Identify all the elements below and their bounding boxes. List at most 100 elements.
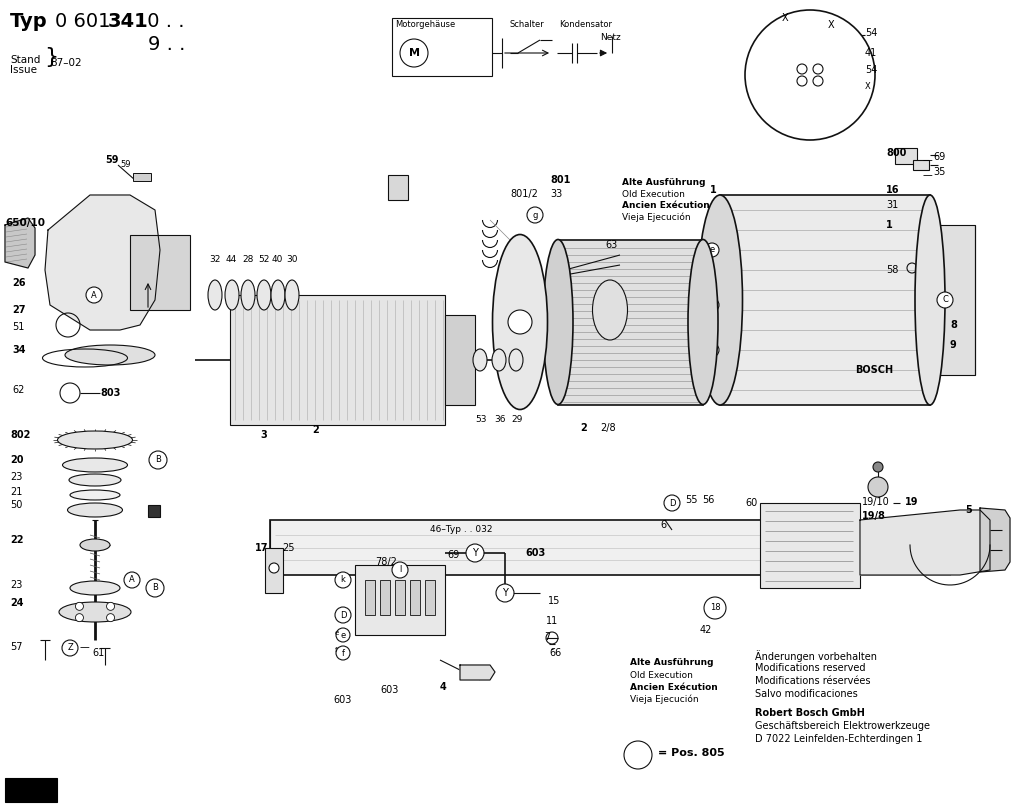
Bar (5, 778, 57, 802)
Text: Y: Y (472, 548, 477, 558)
Ellipse shape (593, 280, 628, 340)
Text: Ancien Exécution: Ancien Exécution (630, 683, 718, 692)
Bar (380, 580, 390, 615)
Ellipse shape (241, 280, 255, 310)
Text: 87–02: 87–02 (50, 58, 81, 68)
Text: Old Execution: Old Execution (622, 190, 685, 199)
Text: 20: 20 (10, 455, 24, 465)
Text: D: D (669, 499, 675, 507)
Text: Typ: Typ (10, 12, 47, 31)
Text: 56: 56 (702, 495, 714, 505)
Bar (388, 175, 409, 200)
Ellipse shape (225, 280, 239, 310)
Text: Z: Z (67, 643, 73, 653)
Text: Schalter: Schalter (510, 20, 544, 29)
Ellipse shape (58, 431, 133, 449)
Text: 52: 52 (258, 255, 270, 264)
Text: D: D (340, 611, 346, 620)
Text: 26: 26 (12, 278, 26, 288)
Text: 23: 23 (10, 580, 23, 590)
Ellipse shape (492, 349, 506, 371)
Text: 802: 802 (10, 430, 31, 440)
Text: l: l (399, 566, 401, 574)
Text: 57: 57 (10, 642, 23, 652)
Text: M: M (409, 48, 420, 58)
Text: 69: 69 (447, 550, 459, 560)
Text: 28: 28 (242, 255, 253, 264)
Text: e: e (709, 246, 714, 255)
Circle shape (797, 76, 807, 86)
Circle shape (400, 39, 428, 67)
Text: 33: 33 (549, 189, 562, 199)
Text: 803: 803 (100, 388, 120, 398)
Text: 801/2: 801/2 (510, 189, 538, 199)
Circle shape (75, 602, 83, 610)
Text: 29: 29 (511, 415, 523, 424)
Bar (230, 295, 445, 425)
Text: 800: 800 (886, 148, 907, 158)
Text: Vieja Ejecución: Vieja Ejecución (630, 695, 699, 705)
Text: e: e (341, 630, 346, 639)
Text: 22: 22 (10, 535, 24, 545)
Circle shape (336, 628, 350, 642)
Text: Motorgehäuse: Motorgehäuse (395, 20, 455, 29)
Circle shape (269, 563, 279, 573)
Circle shape (868, 477, 888, 497)
Bar (410, 580, 420, 615)
Text: 59: 59 (120, 160, 131, 169)
Text: 801: 801 (549, 175, 570, 185)
Circle shape (496, 584, 514, 602)
Ellipse shape (285, 280, 299, 310)
Ellipse shape (509, 349, 523, 371)
Bar (930, 225, 975, 375)
Bar (365, 580, 375, 615)
Text: 341: 341 (108, 12, 149, 31)
Text: A: A (129, 575, 135, 584)
Text: 46–Typ . . 032: 46–Typ . . 032 (430, 525, 493, 534)
Text: 11: 11 (546, 616, 559, 626)
Circle shape (335, 572, 351, 588)
Polygon shape (860, 510, 990, 575)
Text: 78/2: 78/2 (375, 557, 397, 567)
Text: 31: 31 (886, 200, 898, 210)
Text: 9 . .: 9 . . (148, 35, 185, 54)
Text: 0 601: 0 601 (55, 12, 116, 31)
Text: 5: 5 (965, 505, 971, 515)
Ellipse shape (69, 474, 121, 486)
Text: 2: 2 (580, 423, 587, 433)
Text: 44: 44 (226, 255, 238, 264)
Bar (913, 160, 929, 170)
Text: g: g (532, 211, 538, 220)
Text: X: X (828, 20, 835, 30)
Text: 66: 66 (549, 648, 561, 658)
Text: Alte Ausführung: Alte Ausführung (630, 658, 713, 667)
Ellipse shape (271, 280, 285, 310)
Circle shape (937, 292, 953, 308)
Text: 2: 2 (312, 425, 319, 435)
Bar (558, 240, 703, 405)
Text: Issue: Issue (10, 65, 37, 75)
Text: 23: 23 (10, 472, 23, 482)
Ellipse shape (493, 234, 547, 410)
Text: f: f (342, 649, 345, 658)
Text: Salvo modificaciones: Salvo modificaciones (755, 689, 858, 699)
Text: f: f (710, 301, 713, 309)
Text: 63: 63 (605, 240, 617, 250)
Text: Kondensator: Kondensator (559, 20, 612, 29)
Text: 62: 62 (12, 385, 25, 395)
Circle shape (75, 613, 83, 621)
Text: —: — (923, 170, 932, 180)
Text: 18: 18 (710, 604, 720, 612)
Circle shape (149, 451, 167, 469)
Text: Geschäftsbereich Elektrowerkzeuge: Geschäftsbereich Elektrowerkzeuge (755, 721, 930, 731)
Text: 51: 51 (12, 322, 25, 332)
Ellipse shape (698, 195, 743, 405)
Ellipse shape (473, 349, 487, 371)
Text: 4: 4 (440, 682, 447, 692)
Text: 3: 3 (260, 430, 267, 440)
Bar (270, 520, 950, 575)
Text: Robert Bosch GmbH: Robert Bosch GmbH (755, 708, 865, 718)
Text: 53: 53 (475, 415, 487, 424)
Text: 50: 50 (10, 500, 23, 510)
Ellipse shape (65, 345, 155, 365)
